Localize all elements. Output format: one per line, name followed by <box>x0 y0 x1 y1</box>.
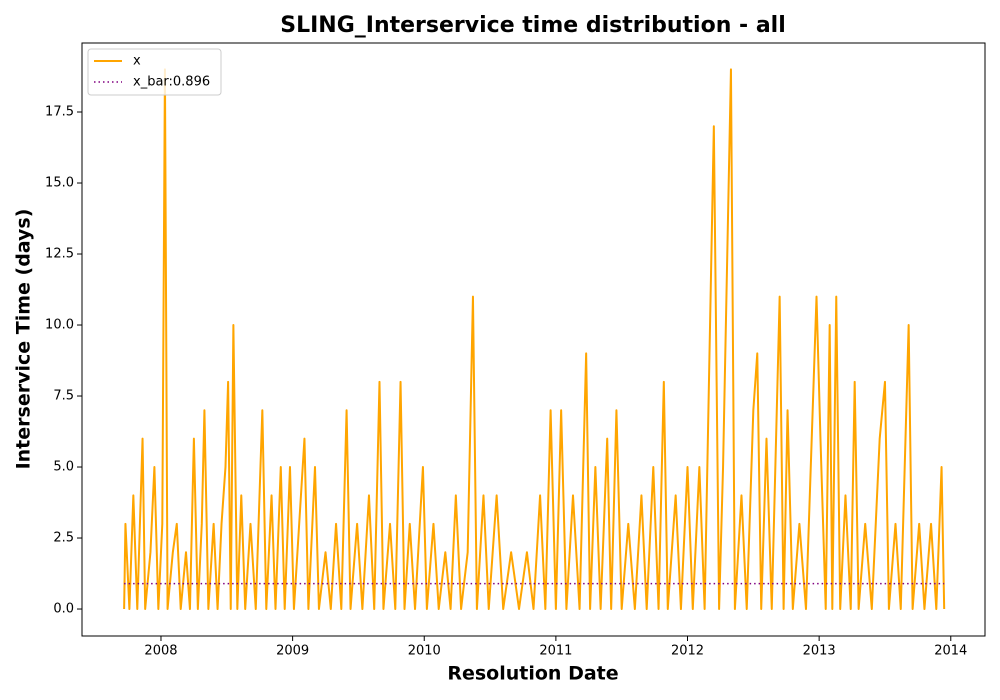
legend-label: x <box>133 54 141 69</box>
y-tick-label: 2.5 <box>53 531 74 546</box>
x-tick-label: 2010 <box>408 644 441 659</box>
y-axis-label: Interservice Time (days) <box>13 209 35 470</box>
x-tick-label: 2011 <box>539 644 572 659</box>
plot-frame <box>81 42 986 637</box>
y-tick-label: 7.5 <box>53 389 74 404</box>
y-tick-label: 5.0 <box>53 460 74 475</box>
x-tick-label: 2012 <box>671 644 704 659</box>
legend: x x_bar:0.896 <box>87 48 222 96</box>
series-line <box>123 68 946 611</box>
x-axis-label: Resolution Date <box>447 663 618 685</box>
x-tick-label: 2008 <box>144 644 177 659</box>
x-tick-label: 2009 <box>276 644 309 659</box>
legend-label: x_bar:0.896 <box>133 75 210 90</box>
x-tick-label: 2014 <box>934 644 967 659</box>
x-tick-label: 2013 <box>803 644 836 659</box>
y-tick-label: 12.5 <box>45 247 74 262</box>
y-tick-label: 10.0 <box>45 318 74 333</box>
y-tick-label: 15.0 <box>45 176 74 191</box>
chart-title: SLING_Interservice time distribution - a… <box>280 13 786 38</box>
y-tick-label: 17.5 <box>45 105 74 120</box>
y-tick-label: 0.0 <box>53 602 74 617</box>
